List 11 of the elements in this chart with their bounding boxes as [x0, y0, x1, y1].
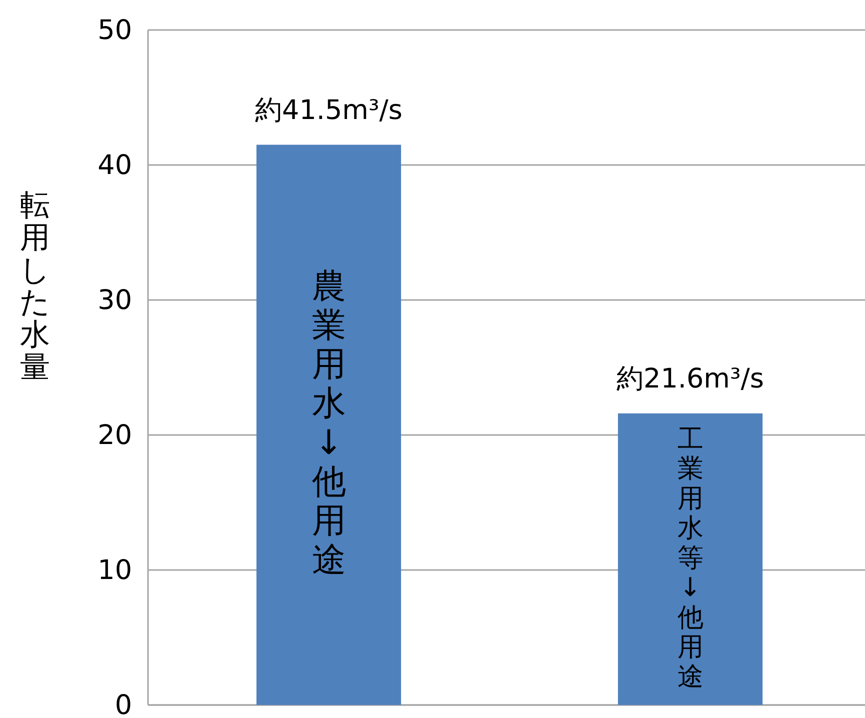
y-axis-title: 転用した水量 — [20, 188, 50, 385]
y-tick-label: 50 — [98, 15, 132, 46]
data-label: 約41.5m³/s — [255, 94, 402, 126]
y-tick-label: 10 — [98, 555, 132, 586]
data-label: 約21.6m³/s — [616, 363, 764, 394]
category-label: 工業用水等↓他用途 — [677, 424, 704, 692]
x-tick-label: 農業用水↓他用途 — [312, 266, 346, 580]
y-tick-label: 0 — [114, 690, 132, 718]
y-tick-label: 40 — [98, 150, 132, 181]
y-tick-label: 20 — [98, 420, 132, 451]
y-tick-label: 30 — [98, 285, 132, 316]
